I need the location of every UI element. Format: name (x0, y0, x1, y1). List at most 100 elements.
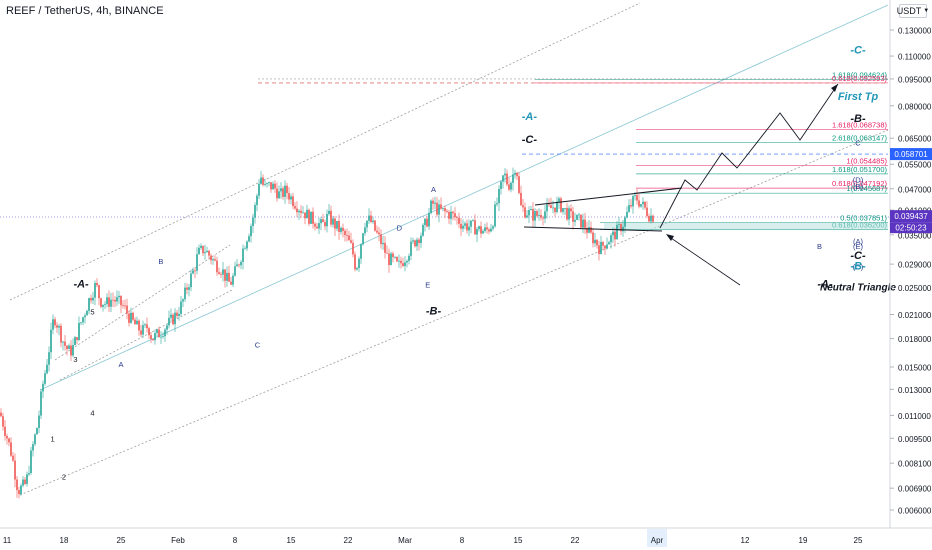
candle-body (318, 223, 320, 229)
candle-body (138, 320, 140, 331)
candle-body (152, 338, 154, 341)
candle-body (348, 235, 350, 241)
price-tick-label: 0.015000 (898, 364, 932, 373)
candle-body (526, 215, 528, 218)
fib-level-label: 1.618(0.051700) (832, 165, 888, 174)
channel-mid-line (39, 4, 889, 391)
candle-body (580, 214, 582, 228)
candle-body (80, 322, 82, 324)
candle-body (0, 412, 2, 417)
fib-level-label: 0.618(0.092593) (832, 74, 888, 83)
candle-body (436, 202, 438, 215)
candle-body (286, 185, 288, 194)
candle-body (48, 352, 50, 365)
time-axis[interactable]: 11 18 25 Feb 8 15 22 Mar 8 15 22 Apr 12 19 25 (0, 527, 932, 547)
symbol-name[interactable]: REEF / TetherUS (6, 5, 91, 17)
candle-body (576, 214, 578, 220)
candle-body (428, 212, 430, 227)
candle-body (562, 208, 564, 212)
drawings: Neutral Triangle (523, 83, 896, 293)
time-tick-label: 8 (460, 536, 465, 545)
candle-body (294, 206, 296, 209)
exchange: BINANCE (114, 5, 164, 17)
currency-button[interactable]: USDT ▼ (897, 4, 929, 18)
candle-body (168, 317, 170, 326)
candle-body (274, 183, 276, 189)
price-axis[interactable]: 0.130000 0.110000 0.095000 0.080000 0.065000… (889, 0, 932, 528)
candle-body (234, 266, 236, 276)
candle-body (164, 329, 166, 337)
candle-body (70, 345, 72, 356)
candle-body (650, 215, 652, 222)
time-tick-label: 19 (799, 536, 808, 545)
candle-body (148, 328, 150, 336)
time-tick-label: 15 (287, 536, 296, 545)
candle-body (364, 227, 366, 234)
candle-body (126, 305, 128, 314)
candle-body (8, 438, 10, 443)
price-tick-label: 0.006900 (898, 485, 932, 494)
candle-body (560, 198, 562, 212)
candle-body (236, 264, 238, 267)
candle-body (566, 208, 568, 220)
candle-body (174, 312, 176, 325)
price-label-box (890, 148, 932, 161)
time-tick-label: 15 (514, 536, 523, 545)
candle-body (556, 201, 558, 213)
candle-body (522, 205, 524, 208)
candle-body (572, 211, 574, 222)
candle-body (218, 272, 220, 274)
price-tick-label: 0.009500 (898, 435, 932, 444)
candle-body (460, 223, 462, 229)
candle-body (422, 224, 424, 236)
candle-body (538, 215, 540, 216)
candle-body (92, 297, 94, 301)
candle-body (226, 272, 228, 281)
candle-body (520, 192, 522, 206)
candle-body (18, 490, 20, 495)
wave-label: D (397, 223, 403, 232)
wave-label: B (817, 242, 822, 251)
channel-lines (0, 2, 890, 496)
candle-body (186, 287, 188, 290)
candle-body (474, 220, 476, 235)
candle-body (320, 219, 322, 224)
candle-body (412, 240, 414, 242)
candle-body (508, 184, 510, 190)
candle-body (12, 455, 14, 461)
candle-body (262, 177, 264, 185)
candle-body (502, 175, 504, 182)
candle-body (512, 174, 514, 183)
candle-body (636, 195, 638, 201)
candle-body (14, 460, 16, 480)
candle-body (166, 325, 168, 330)
candle-body (354, 254, 356, 270)
candle-body (620, 224, 622, 232)
candle-body (326, 214, 328, 227)
wave-label: 4 (90, 408, 94, 417)
wave-label: First Tp (838, 91, 879, 103)
candle-body (624, 217, 626, 227)
candle-body (342, 227, 344, 231)
candle-body (192, 270, 194, 274)
candle-body (96, 283, 98, 286)
candle-body (60, 325, 62, 343)
wave-label: (D) (853, 175, 864, 184)
price-tick-label: 0.013000 (898, 386, 932, 395)
support-zone (604, 222, 888, 230)
interval[interactable]: 4h (96, 5, 109, 17)
candle-body (242, 248, 244, 262)
candle-body (380, 234, 382, 245)
price-tick-label: 0.006000 (898, 507, 932, 516)
candle-body (246, 241, 248, 249)
wave-label: -A- (73, 278, 89, 290)
candle-body (290, 196, 292, 200)
candle-body (176, 312, 178, 316)
candle-body (604, 245, 606, 249)
candle-body (146, 324, 148, 329)
candle-body (328, 210, 330, 215)
candle-body (336, 221, 338, 229)
candle-body (178, 313, 180, 316)
arrow-head-icon (831, 84, 838, 92)
